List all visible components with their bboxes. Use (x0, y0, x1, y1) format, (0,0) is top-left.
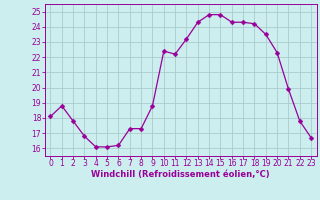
X-axis label: Windchill (Refroidissement éolien,°C): Windchill (Refroidissement éolien,°C) (92, 170, 270, 179)
